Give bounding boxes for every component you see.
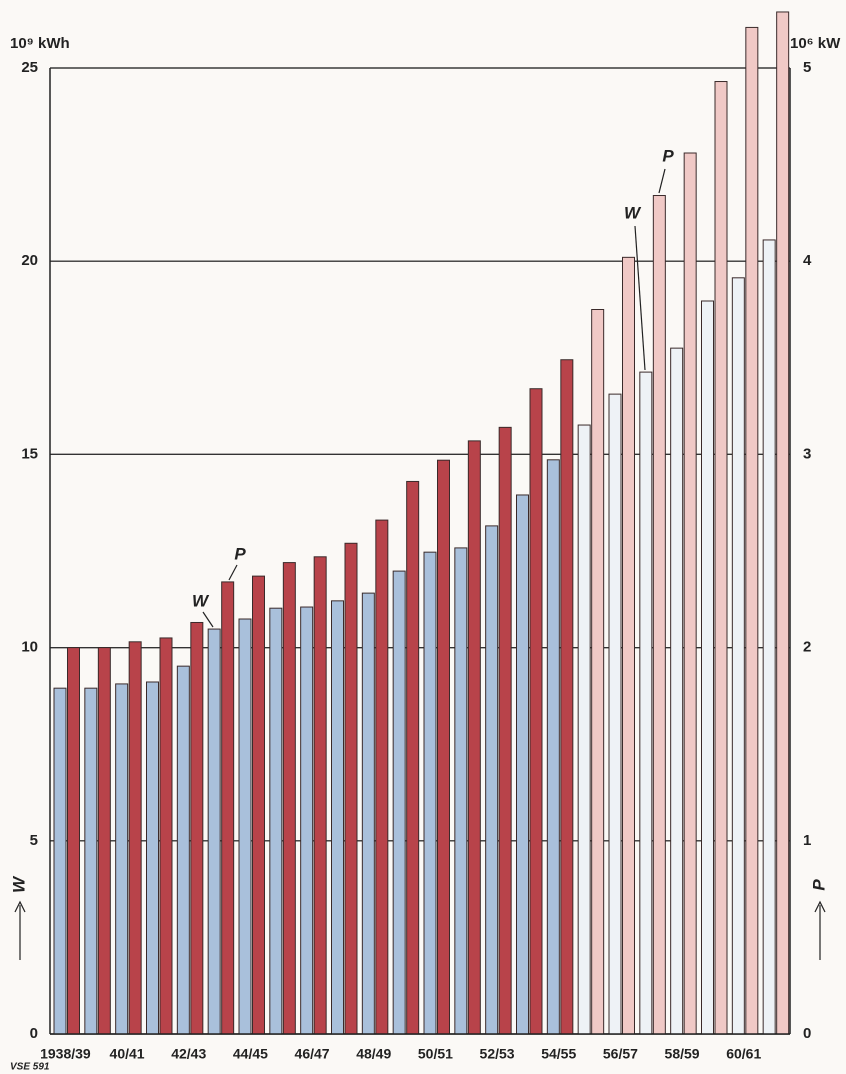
bar — [485, 525, 499, 1035]
x-tick-label: 52/53 — [480, 1046, 515, 1062]
y-tick-label: 20 — [21, 252, 38, 269]
footnote: VSE 591 — [10, 1062, 50, 1073]
y2-label-arrowhead — [814, 900, 826, 913]
bar — [221, 581, 235, 1035]
bar — [608, 393, 622, 1035]
bar — [159, 637, 173, 1035]
bar — [344, 542, 358, 1035]
annotation: P — [662, 146, 674, 165]
annotation-arrow — [658, 168, 666, 194]
bar — [639, 371, 653, 1035]
bar — [776, 11, 790, 1035]
bar — [97, 647, 111, 1035]
x-tick-label: 1938/39 — [40, 1046, 91, 1062]
x-tick-label: 58/59 — [665, 1046, 700, 1062]
x-tick-label: 48/49 — [356, 1046, 391, 1062]
bar — [269, 607, 283, 1035]
bar — [331, 600, 344, 1035]
bar — [701, 300, 714, 1035]
bar — [207, 628, 221, 1035]
bar — [454, 547, 468, 1035]
x-tick-label: 60/61 — [726, 1046, 761, 1062]
x-tick-label: 40/41 — [110, 1046, 145, 1062]
bar — [670, 347, 684, 1035]
y2-tick-label: 4 — [803, 252, 812, 269]
bar — [84, 687, 98, 1035]
bar — [176, 665, 190, 1035]
bar — [313, 556, 327, 1035]
x-tick-label: 56/57 — [603, 1046, 638, 1062]
y2-tick-label: 2 — [803, 639, 811, 656]
x-tick-label: 44/45 — [233, 1046, 268, 1062]
bar — [762, 239, 776, 1035]
bar — [252, 575, 265, 1035]
y2-tick-label: 5 — [803, 59, 811, 76]
bar — [591, 309, 605, 1035]
bar — [683, 152, 697, 1035]
annotation: P — [234, 544, 246, 563]
bar — [560, 359, 574, 1035]
annotation-arrow — [634, 225, 646, 371]
bar — [146, 681, 159, 1035]
y-tick-label: 0 — [30, 1025, 38, 1042]
y2-axis-label: P — [809, 879, 828, 891]
y2-tick-label: 1 — [803, 832, 811, 849]
x-tick-label: 54/55 — [541, 1046, 576, 1062]
bar — [406, 480, 420, 1035]
x-tick-label: 42/43 — [171, 1046, 206, 1062]
bar — [375, 519, 389, 1035]
bar — [652, 195, 666, 1035]
bar — [714, 81, 728, 1035]
y-tick-label: 5 — [30, 832, 38, 849]
bar — [467, 440, 481, 1035]
bar — [190, 621, 204, 1035]
bar — [238, 618, 252, 1035]
bar — [577, 424, 591, 1035]
bar — [731, 277, 745, 1035]
y-tick-label: 25 — [21, 59, 38, 76]
y-unit: 10⁹ kWh — [10, 35, 70, 52]
bar — [437, 459, 450, 1035]
annotation-arrow — [228, 564, 238, 581]
y-tick-label: 15 — [21, 445, 38, 462]
bar — [423, 551, 437, 1035]
bar — [67, 647, 80, 1035]
y-label-arrowhead — [14, 900, 26, 913]
bar — [282, 562, 296, 1035]
bar — [300, 606, 314, 1035]
bar — [361, 592, 375, 1035]
bar — [745, 26, 759, 1035]
bar — [546, 459, 560, 1035]
bar — [622, 256, 635, 1035]
bar — [498, 426, 512, 1035]
bar — [53, 687, 67, 1035]
x-tick-label: 50/51 — [418, 1046, 453, 1062]
y-axis-label: W — [9, 875, 28, 893]
y2-unit: 10⁶ kW — [790, 35, 841, 52]
bar — [128, 641, 142, 1035]
annotation-arrow — [202, 611, 214, 628]
bar — [516, 494, 529, 1035]
annotation: W — [624, 203, 642, 222]
y-tick-label: 10 — [21, 639, 38, 656]
bar — [529, 388, 543, 1035]
x-tick-label: 46/47 — [295, 1046, 330, 1062]
annotation: W — [192, 591, 210, 610]
bar — [115, 683, 129, 1035]
bar — [392, 570, 406, 1035]
y2-tick-label: 3 — [803, 445, 811, 462]
y2-tick-label: 0 — [803, 1025, 811, 1042]
